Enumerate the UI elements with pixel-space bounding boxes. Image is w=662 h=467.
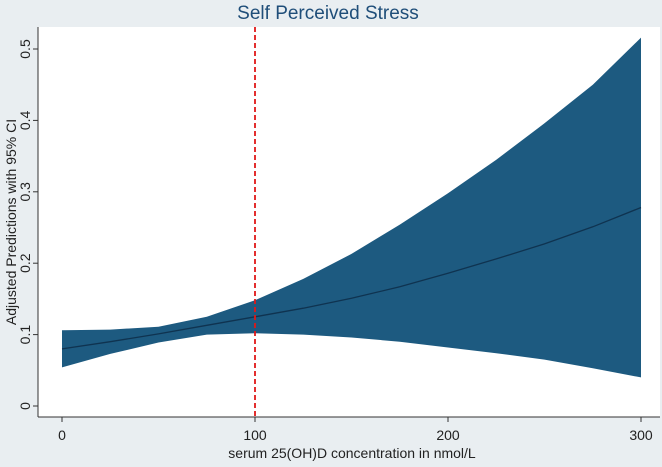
x-tick-label: 300 [629,427,653,443]
ci-band [62,37,641,378]
y-tick-label: 0.4 [17,110,33,130]
prediction-line [61,206,642,350]
x-tick-label: 200 [436,427,460,443]
y-tick-label: 0 [17,402,33,410]
x-tick-label: 100 [243,427,267,443]
y-tick-label: 0.1 [17,325,33,345]
x-axis-label: serum 25(OH)D concentration in nmol/L [228,445,476,461]
y-tick-label: 0.2 [17,253,33,273]
y-axis-label: Adjusted Predictions with 95% CI [3,119,19,325]
chart-title: Self Perceived Stress [237,3,419,24]
x-tick-label: 0 [58,427,66,443]
y-tick-label: 0.5 [17,39,33,59]
y-tick-label: 0.3 [17,182,33,202]
